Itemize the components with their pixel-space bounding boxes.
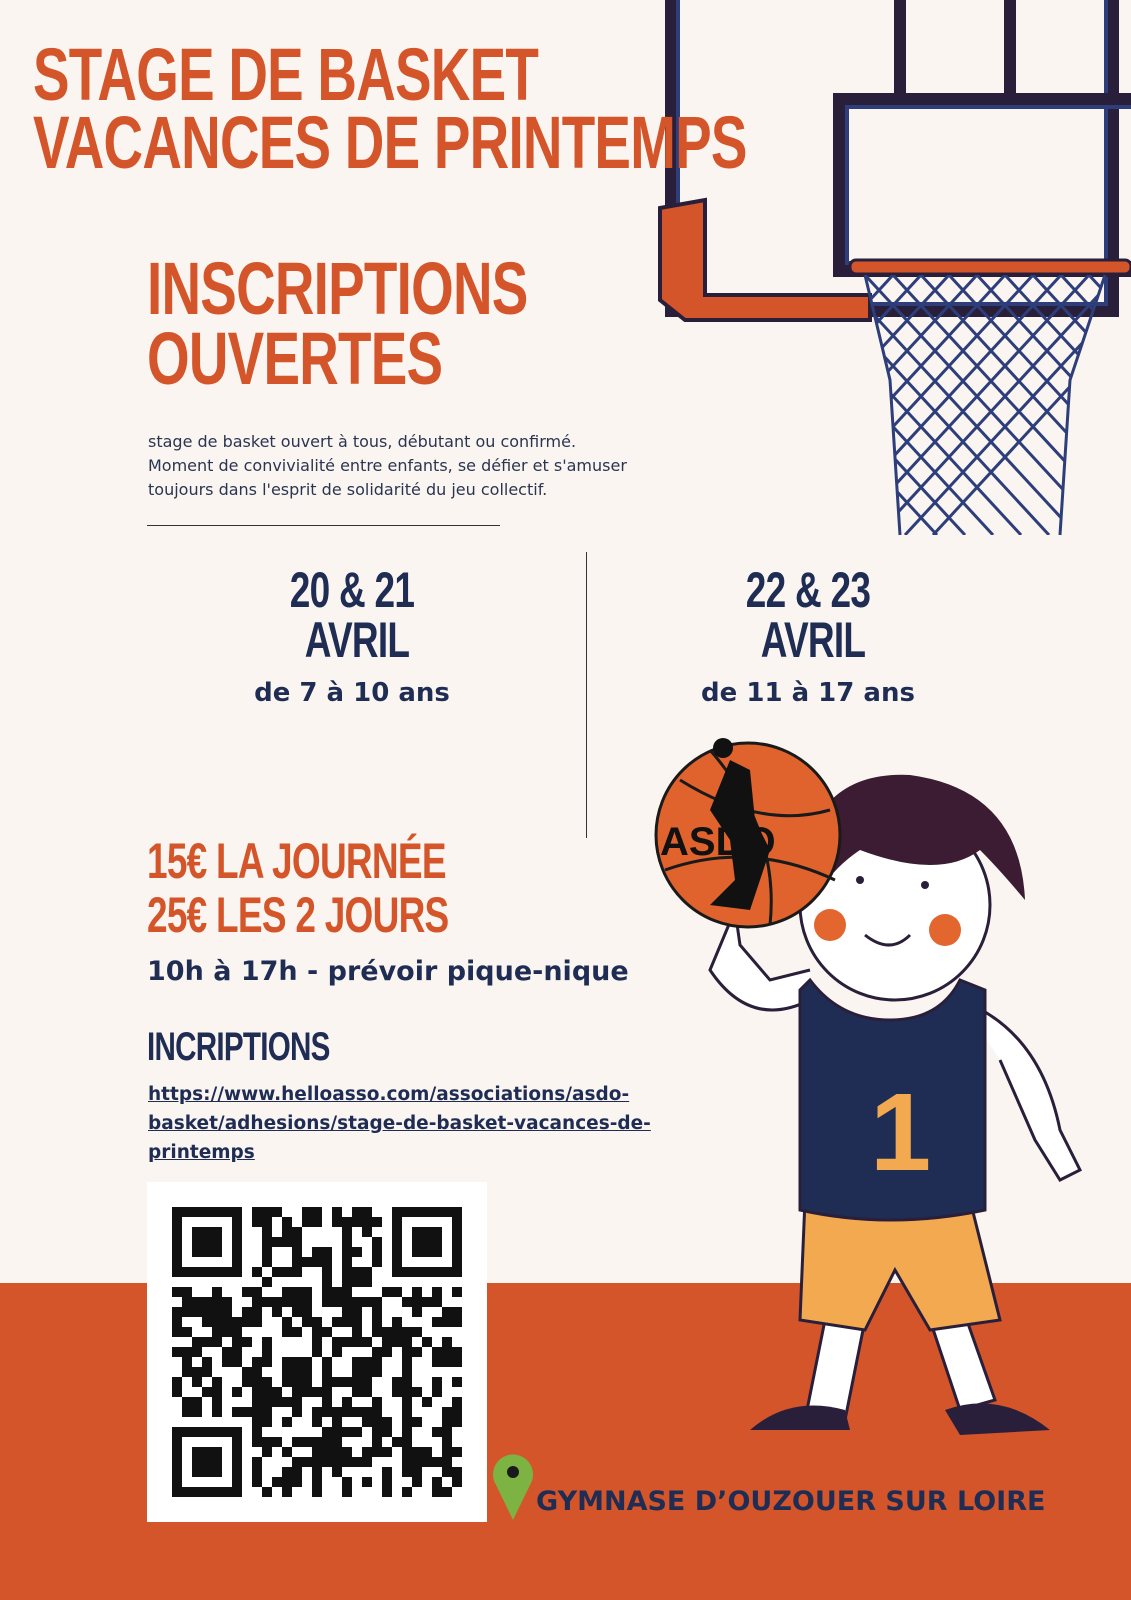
map-pin-icon bbox=[493, 1454, 533, 1520]
schedule: 10h à 17h - prévoir pique-nique bbox=[147, 956, 629, 987]
child-basketball-illustration: 1 ASDO bbox=[654, 738, 1083, 1435]
link-line[interactable]: https://www.helloasso.com/associations/a… bbox=[148, 1084, 630, 1105]
price-day: 15€ LA JOURNÉE bbox=[147, 833, 447, 889]
subtitle-line-2: OUVERTES bbox=[147, 317, 443, 400]
basketball-hoop-illustration bbox=[658, 0, 1131, 536]
session-1-dates: 20 & 21 bbox=[289, 562, 415, 618]
session-1-month: AVRIL bbox=[304, 612, 410, 668]
description: stage de basket ouvert à tous, débutant … bbox=[148, 430, 627, 502]
session-2-dates: 22 & 23 bbox=[745, 562, 871, 618]
jersey-number: 1 bbox=[870, 1071, 931, 1194]
link-line[interactable]: printemps bbox=[148, 1142, 255, 1163]
qr-code[interactable] bbox=[147, 1182, 487, 1522]
price-two-days: 25€ LES 2 JOURS bbox=[147, 887, 449, 943]
description-line: toujours dans l'esprit de solidarité du … bbox=[148, 480, 548, 499]
session-2-month: AVRIL bbox=[760, 612, 866, 668]
description-line: Moment de convivialité entre enfants, se… bbox=[148, 456, 627, 475]
vertical-divider bbox=[586, 552, 587, 838]
session-1-ages: de 7 à 10 ans bbox=[254, 678, 450, 708]
registration-heading: INCRIPTIONS bbox=[147, 1025, 330, 1069]
asdo-logo: ASDO bbox=[654, 738, 842, 929]
session-2-ages: de 11 à 17 ans bbox=[701, 678, 915, 708]
svg-text:ASDO: ASDO bbox=[660, 820, 776, 864]
qr-code-box[interactable] bbox=[147, 1182, 487, 1522]
title-line-2: VACANCES DE PRINTEMPS bbox=[33, 101, 747, 184]
link-line[interactable]: basket/adhesions/stage-de-basket-vacance… bbox=[148, 1113, 651, 1134]
location-name: GYMNASE D’OUZOUER SUR LOIRE bbox=[536, 1486, 1046, 1517]
divider bbox=[147, 525, 500, 526]
registration-link[interactable]: https://www.helloasso.com/associations/a… bbox=[148, 1080, 651, 1167]
title-line-1: STAGE DE BASKET bbox=[33, 33, 539, 116]
subtitle-line-1: INSCRIPTIONS bbox=[147, 247, 528, 330]
description-line: stage de basket ouvert à tous, débutant … bbox=[148, 432, 577, 451]
